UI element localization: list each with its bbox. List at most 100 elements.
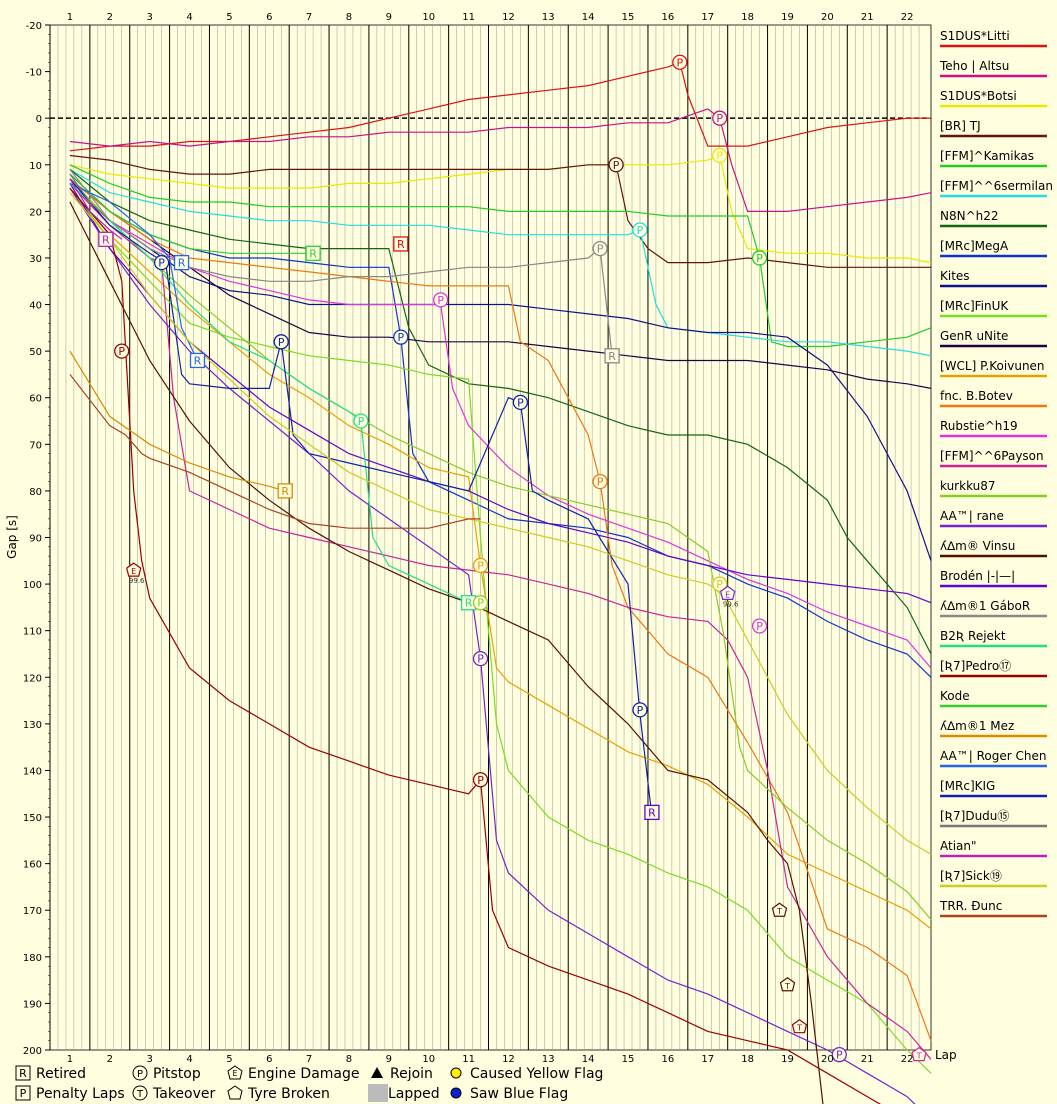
x-tick-label-top: 4 — [186, 12, 192, 23]
x-tick-label-top: 18 — [741, 12, 754, 23]
marker-P: P — [273, 334, 289, 350]
series-line — [69, 173, 111, 222]
legend-label: Atian" — [940, 839, 977, 853]
marker-box — [98, 231, 114, 247]
legend-label: [Ʀ7]Dudu⑮ — [940, 809, 1009, 823]
x-tick-label-bottom: 21 — [861, 1054, 874, 1065]
y-tick-label: 50 — [29, 347, 42, 358]
series-line — [69, 168, 932, 655]
series-line — [69, 173, 322, 254]
y-tick-label: 160 — [23, 860, 42, 871]
marker-letter: P — [716, 149, 723, 162]
legend-label: B2Ʀ Rejekt — [940, 629, 1006, 643]
legend-label: S1DUS*Litti — [940, 29, 1010, 43]
x-tick-label-top: 15 — [622, 12, 635, 23]
marker-circle — [592, 473, 608, 490]
series-lines — [69, 61, 932, 1104]
plot-background — [49, 24, 932, 1051]
marker-circle — [114, 343, 130, 359]
marker-circle — [672, 54, 688, 70]
marker-T: T — [911, 1046, 927, 1062]
marker-circle — [393, 329, 409, 345]
marker-E: E99.6 — [720, 585, 739, 608]
marker-letter: P — [477, 597, 484, 610]
legend-label: [FFM]^Kamikas — [940, 149, 1034, 163]
key-label: Rejoin — [390, 1066, 433, 1082]
key-letter: P — [20, 1087, 27, 1100]
y-tick-label: 20 — [29, 207, 42, 218]
y-tick-label: 90 — [29, 534, 42, 545]
marker-P: P — [114, 343, 130, 359]
marker-P: P — [153, 254, 170, 271]
marker-box — [189, 352, 206, 369]
legend-label: fnc. B.Botev — [940, 389, 1013, 403]
key-label: Retired — [36, 1066, 86, 1082]
series-line — [69, 154, 931, 268]
marker-letter: T — [916, 1052, 922, 1061]
y-tick-label: -20 — [26, 21, 42, 32]
marker-R: R — [173, 254, 190, 271]
x-tick-label-bottom: 10 — [422, 1054, 435, 1065]
x-axis-label: Lap — [935, 1048, 957, 1062]
x-tick-label-top: 21 — [861, 12, 874, 23]
marker-pentagon — [720, 585, 736, 601]
axes: -20-100102030405060708090100110120130140… — [23, 12, 914, 1065]
marker-E: E99.6 — [126, 562, 145, 585]
marker-letter: R — [397, 238, 405, 251]
marker-letter: R — [281, 485, 289, 498]
marker-box — [604, 348, 620, 364]
marker-circle — [472, 595, 489, 611]
key-box-icon — [15, 1065, 31, 1081]
legend-label: [MRc]KIG — [940, 779, 995, 793]
legend-label: AA™| Roger Chen — [940, 749, 1046, 763]
legend-label: S1DUS*Botsi — [940, 89, 1017, 103]
marker-circle — [153, 254, 170, 271]
x-tick-label-top: 8 — [346, 12, 352, 23]
marker-R: R — [277, 483, 293, 499]
y-tick-label: 70 — [29, 440, 42, 451]
x-tick-label-top: 5 — [226, 12, 232, 23]
marker-letter: P — [637, 704, 644, 717]
y-axis-label: Gap [s] — [5, 515, 19, 559]
marker-letter: R — [465, 597, 473, 610]
x-tick-label-bottom: 6 — [266, 1054, 272, 1065]
marker-P: P — [632, 702, 648, 718]
marker-P: P — [512, 394, 529, 411]
x-tick-label-bottom: 2 — [107, 1054, 113, 1065]
key-circle-icon — [132, 1085, 148, 1101]
marker-circle — [353, 413, 369, 429]
key-item: R Retired — [15, 1065, 86, 1082]
x-tick-label-bottom: 20 — [821, 1054, 834, 1065]
key-label: Saw Blue Flag — [470, 1086, 568, 1102]
legend-label: Brodén |-|—| — [940, 569, 1015, 583]
x-tick-label-top: 19 — [781, 12, 794, 23]
x-tick-label-top: 17 — [701, 12, 714, 23]
key-pentagon-icon — [227, 1065, 243, 1080]
marker-box — [644, 804, 660, 821]
legend-label: [BR] TJ — [940, 119, 981, 133]
key-lapped-icon — [368, 1084, 388, 1102]
legend-label: ʎ∆m® Vinsu — [940, 539, 1015, 553]
marker-letter: P — [613, 159, 620, 172]
marker-letter: P — [677, 56, 684, 69]
marker-R: R — [460, 595, 477, 611]
marker-letter: P — [836, 1049, 843, 1062]
key-label: Takeover — [152, 1086, 215, 1102]
legend-label: Rubstie^h19 — [940, 419, 1018, 433]
x-tick-label-top: 22 — [901, 12, 914, 23]
series-line — [69, 374, 481, 529]
series-line — [69, 178, 123, 240]
x-tick-label-bottom: 5 — [226, 1054, 232, 1065]
marker-box — [173, 254, 190, 271]
x-tick-label-bottom: 18 — [741, 1054, 754, 1065]
legend-label: [Ʀ7]Pedro⑰ — [940, 659, 1011, 673]
y-tick-label: 190 — [23, 999, 42, 1010]
marker-T: T — [791, 1018, 808, 1034]
x-tick-label-bottom: 12 — [502, 1054, 515, 1065]
marker-P: P — [712, 576, 728, 592]
marker-circle — [632, 222, 648, 238]
marker-letter: R — [102, 233, 110, 246]
x-tick-label-bottom: 1 — [67, 1054, 73, 1065]
marker-label: 99.6 — [129, 577, 145, 585]
marker-P: P — [831, 1047, 847, 1063]
